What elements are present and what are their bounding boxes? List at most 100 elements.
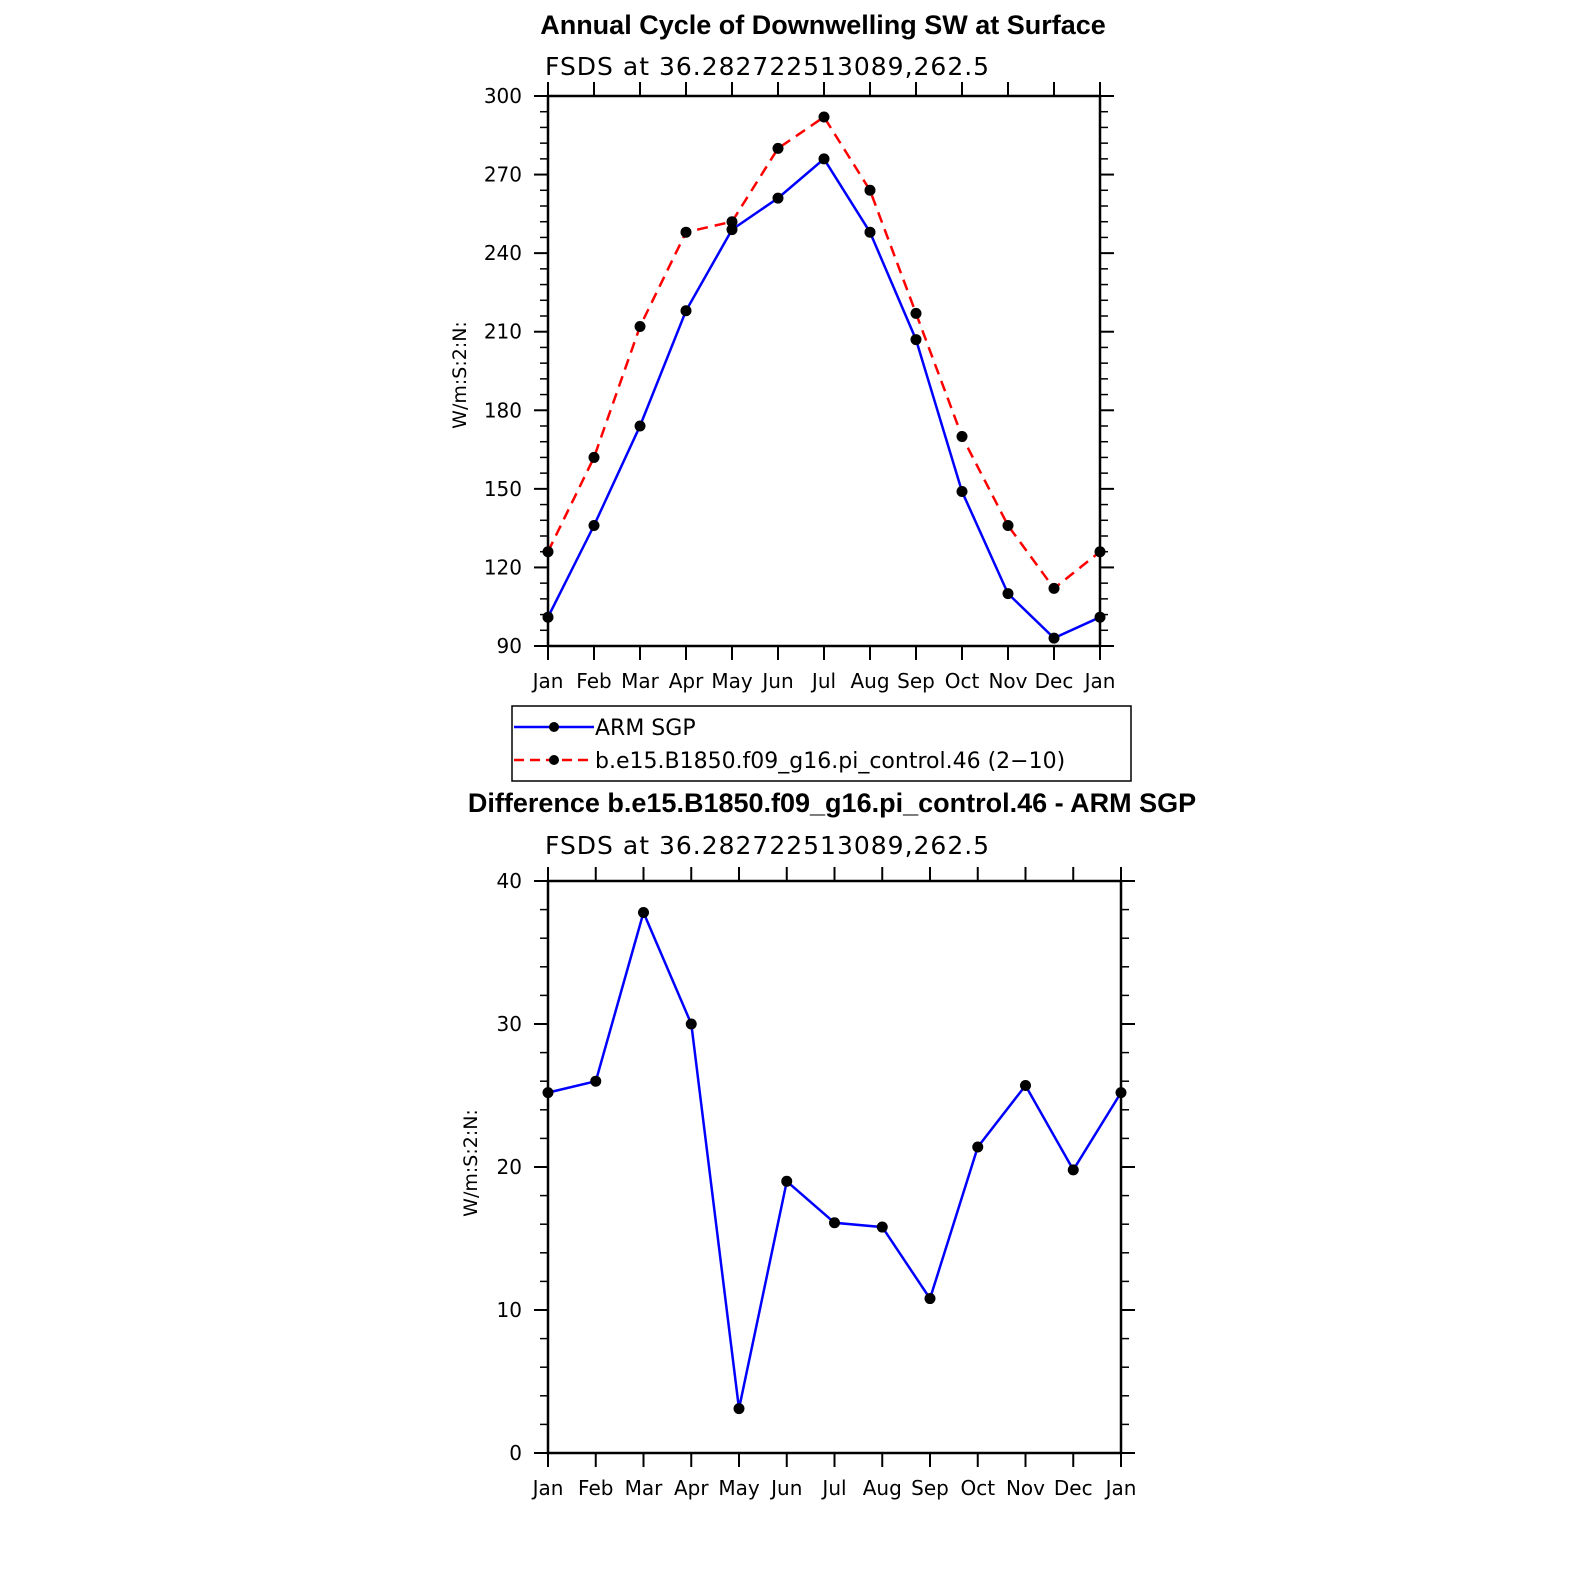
x-tick-label: Jan — [531, 1476, 564, 1500]
series-0-point — [634, 420, 646, 432]
legend-entry-arm-sgp: ARM SGP — [514, 716, 696, 741]
series-1-point — [680, 226, 692, 238]
legend: ARM SGP b.e15.B1850.f09_g16.pi_control.4… — [511, 705, 1132, 782]
annual-cycle-chart: Annual Cycle of Downwelling SW at Surfac… — [449, 10, 1115, 693]
series-0-point — [864, 226, 876, 238]
series-line-0 — [546, 157, 1101, 640]
series-0-point — [542, 611, 554, 623]
legend-marker-model — [549, 755, 559, 765]
series-0-point — [685, 1018, 697, 1030]
y-tick-label: 0 — [509, 1441, 522, 1465]
y-tick-label: 180 — [484, 398, 522, 422]
y-tick-label: 30 — [497, 1012, 522, 1036]
x-tick-label: Nov — [988, 669, 1027, 693]
series-0-point — [1067, 1164, 1079, 1176]
series-0-point — [876, 1221, 888, 1233]
x-tick-label: Jan — [1083, 669, 1116, 693]
series-0-point — [680, 305, 692, 317]
series-1-point — [818, 111, 830, 123]
y-axis-label: W/m:S:2:N: — [449, 321, 471, 429]
series-0-point — [1002, 588, 1014, 600]
x-tick-label: Nov — [1006, 1476, 1045, 1500]
x-tick-label: Oct — [945, 669, 980, 693]
x-tick-label: Dec — [1035, 669, 1074, 693]
x-tick-label: Feb — [576, 669, 611, 693]
series-0-point — [733, 1403, 745, 1415]
plot-frame — [546, 879, 1123, 1455]
series-1-point — [542, 546, 554, 558]
x-tick-label: Jun — [769, 1476, 802, 1500]
series-0-point — [1094, 611, 1106, 623]
x-tick-label: Sep — [897, 669, 935, 693]
y-tick-label: 150 — [484, 477, 522, 501]
series-0-point — [1048, 632, 1060, 644]
series-1-point — [1094, 546, 1106, 558]
legend-entry-model: b.e15.B1850.f09_g16.pi_control.46 (2−10) — [514, 749, 1065, 774]
x-tick-label: Mar — [625, 1476, 664, 1500]
series-0-point — [588, 520, 600, 532]
series-0-point — [726, 224, 738, 236]
plot-frame — [546, 94, 1102, 648]
x-tick-label: Jun — [760, 669, 793, 693]
legend-label-model: b.e15.B1850.f09_g16.pi_control.46 (2−10) — [595, 749, 1065, 774]
series-0-point — [638, 906, 649, 918]
x-tick-label: Oct — [960, 1476, 995, 1500]
series-0-point — [1115, 1087, 1127, 1099]
x-tick-label: Jul — [820, 1476, 846, 1500]
series-0-point — [542, 1087, 554, 1099]
series-1-point — [1002, 520, 1014, 532]
x-tick-label: Sep — [911, 1476, 949, 1500]
x-tick-label: Feb — [578, 1476, 613, 1500]
x-tick-label: Jan — [1104, 1476, 1137, 1500]
series-1-point — [726, 216, 738, 228]
x-tick-label: Aug — [850, 669, 889, 693]
series-0-point — [781, 1175, 793, 1187]
x-tick-label: May — [718, 1476, 760, 1500]
x-tick-label: May — [711, 669, 753, 693]
y-tick-label: 40 — [497, 869, 522, 893]
series-1-point — [956, 430, 968, 442]
y-axis-label: W/m:S:2:N: — [460, 1109, 482, 1217]
y-tick-label: 90 — [497, 634, 522, 658]
y-tick-label: 300 — [484, 84, 522, 108]
series-0-point — [829, 1217, 840, 1229]
series-0-point — [956, 485, 968, 497]
series-1-point — [772, 142, 784, 154]
x-tick-label: Apr — [669, 669, 704, 693]
series-0-point — [924, 1293, 936, 1305]
x-tick-label: Jul — [810, 669, 836, 693]
y-tick-label: 10 — [497, 1298, 522, 1322]
series-1-point — [864, 184, 876, 196]
y-tick-label: 240 — [484, 241, 522, 265]
legend-label-arm-sgp: ARM SGP — [595, 716, 696, 741]
legend-marker-arm-sgp — [549, 722, 559, 732]
series-0-point — [818, 153, 830, 165]
series-0-point — [772, 192, 784, 204]
x-tick-label: Dec — [1054, 1476, 1093, 1500]
series-line-1 — [546, 115, 1101, 591]
series-1-point — [634, 320, 646, 332]
legend-box — [511, 705, 1132, 782]
series-1-point — [910, 307, 922, 319]
series-0-point — [590, 1075, 602, 1087]
y-tick-label: 120 — [484, 555, 522, 579]
chart-title: Annual Cycle of Downwelling SW at Surfac… — [540, 10, 1106, 40]
y-tick-label: 20 — [497, 1155, 522, 1179]
plot-area: 0 10 20 30 40 Jan Feb Mar Apr May Jun Jul Aug Sep Oct N… — [497, 867, 1137, 1500]
series-line-0 — [547, 908, 1123, 1409]
chart-subtitle: FSDS at 36.282722513089,262.5 — [545, 831, 990, 860]
chart-title: Difference b.e15.B1850.f09_g16.pi_contro… — [468, 788, 1196, 818]
series-0-point — [972, 1141, 984, 1153]
difference-chart: Difference b.e15.B1850.f09_g16.pi_contro… — [460, 788, 1196, 1500]
x-tick-label: Apr — [674, 1476, 709, 1500]
series-1-point — [1048, 582, 1060, 594]
x-tick-label: Mar — [621, 669, 660, 693]
y-tick-label: 210 — [484, 320, 522, 344]
series-0-point — [1020, 1079, 1031, 1091]
x-tick-label: Aug — [863, 1476, 902, 1500]
series-1-point — [588, 451, 600, 463]
chart-subtitle: FSDS at 36.282722513089,262.5 — [545, 52, 990, 81]
plot-area: 90 120 150 180 210 240 270 300 Jan Feb Mar Apr May Ju… — [484, 82, 1116, 693]
y-tick-label: 270 — [484, 163, 522, 187]
